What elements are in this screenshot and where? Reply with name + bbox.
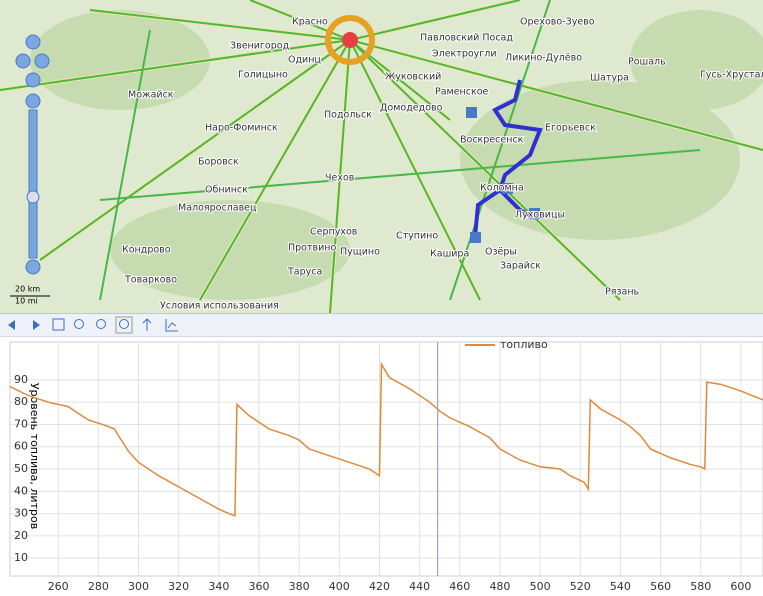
x-tick-label: 420 [369,580,390,593]
y-tick-label: 40 [14,484,28,497]
map-label: Таруса [287,267,322,278]
toolbar-icons[interactable] [0,314,200,336]
map-label: Ступино [396,231,438,242]
y-tick-label: 80 [14,395,28,408]
x-tick-label: 360 [248,580,269,593]
map-label: Можайск [128,90,174,101]
map-label: Зарайск [500,261,541,272]
map-label: Протвино [288,243,337,254]
scale-km: 20 km [15,285,40,294]
scale-mi: 10 mi [15,297,38,306]
y-tick-label: 50 [14,462,28,475]
toolbar [0,313,763,337]
x-tick-label: 520 [570,580,591,593]
y-tick-label: 20 [14,529,28,542]
map-label: Голицыно [238,70,288,81]
map-terms[interactable]: Условия использования [160,301,279,312]
x-tick-label: 260 [48,580,69,593]
x-tick-label: 560 [650,580,671,593]
map-label: Егорьевск [545,123,596,134]
map-label: Шатура [590,73,629,84]
map-label: Воскресенск [460,135,524,146]
y-tick-label: 10 [14,551,28,564]
x-tick-label: 400 [329,580,350,593]
map-label: Серпухов [310,227,358,238]
map-label: Обнинск [205,185,248,196]
map-label: Пущино [340,247,380,258]
map-label: Орехово-Зуево [520,17,595,28]
x-tick-label: 540 [610,580,631,593]
y-tick-label: 30 [14,507,28,520]
y-tick-label: 70 [14,417,28,430]
x-tick-label: 460 [449,580,470,593]
map-label: Красно [292,17,328,28]
map-label: Чехов [325,173,355,184]
map-label: Гусь-Хрустальн [700,70,763,81]
map-label: Раменское [435,87,489,98]
map-label: Кондрово [122,245,171,256]
map-label: Рошаль [628,57,666,68]
map-label: Луховицы [515,210,565,221]
plot-area [10,342,763,576]
y-axis-label: Уровень топлива, литров [28,383,41,529]
map[interactable]: Орехово-Зуево Звенигород Павловский Посад Э… [0,0,763,313]
x-tick-label: 440 [409,580,430,593]
x-tick-label: 380 [289,580,310,593]
map-label: Товарково [124,275,177,286]
x-tick-label: 280 [88,580,109,593]
map-label: Домодедово [380,103,443,114]
y-tick-label: 60 [14,440,28,453]
map-label: Наро-Фоминск [205,123,278,134]
map-label: Электроугли [432,49,497,60]
x-tick-label: 600 [730,580,751,593]
legend-label: топливо [500,338,548,351]
map-label: Подольск [324,110,372,121]
map-label: Озёры [485,247,517,258]
map-label: Малоярославец [178,203,257,214]
x-tick-label: 300 [128,580,149,593]
map-label: Ликино-Дулёво [505,53,582,64]
x-tick-label: 580 [690,580,711,593]
x-tick-label: 320 [168,580,189,593]
map-label: Коломна [480,183,524,194]
app: Орехово-Зуево Звенигород Павловский Посад Э… [0,0,763,596]
map-label: Звенигород [230,41,290,52]
map-label: Одинц [288,55,321,66]
map-label: Жуковский [385,72,441,83]
x-tick-label: 480 [489,580,510,593]
map-label: Боровск [198,157,239,168]
x-tick-label: 500 [530,580,551,593]
map-label: Рязань [605,287,640,298]
chart: 10 20 30 40 50 60 70 80 90 260 280 300 320 340 360 380 4… [0,336,763,596]
map-label: Павловский Посад [420,33,513,44]
y-tick-label: 90 [14,373,28,386]
map-label: Кашира [430,249,469,260]
x-tick-label: 340 [208,580,229,593]
